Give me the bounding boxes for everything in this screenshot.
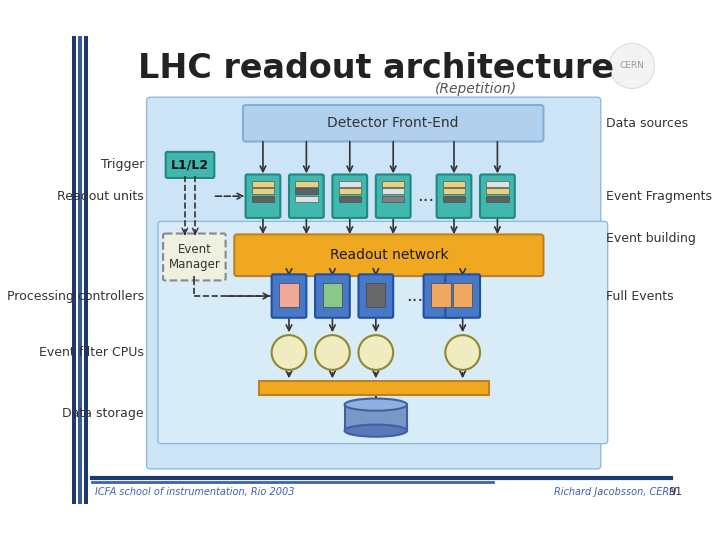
Text: ...: ...	[418, 187, 435, 205]
Ellipse shape	[345, 424, 407, 437]
Polygon shape	[78, 36, 82, 504]
Bar	[486, 196, 509, 202]
Text: LHC readout architecture: LHC readout architecture	[138, 52, 614, 85]
Bar	[338, 180, 361, 187]
Bar	[382, 196, 405, 202]
FancyBboxPatch shape	[436, 174, 472, 218]
Bar	[453, 283, 472, 307]
Text: Readout network: Readout network	[330, 248, 448, 262]
Text: CERN: CERN	[620, 62, 644, 70]
Polygon shape	[84, 36, 88, 504]
Bar	[338, 196, 361, 202]
Text: L1/L2: L1/L2	[171, 158, 209, 171]
FancyBboxPatch shape	[234, 234, 544, 276]
Bar	[252, 196, 274, 202]
FancyBboxPatch shape	[480, 174, 515, 218]
FancyBboxPatch shape	[315, 274, 350, 318]
Bar	[295, 188, 318, 194]
FancyBboxPatch shape	[246, 174, 280, 218]
Circle shape	[609, 43, 654, 89]
Text: Detector Front-End: Detector Front-End	[328, 116, 459, 130]
Bar	[443, 188, 465, 194]
Bar	[366, 283, 385, 307]
Bar	[382, 188, 405, 194]
Bar	[431, 283, 451, 307]
FancyBboxPatch shape	[423, 274, 459, 318]
Bar	[252, 180, 274, 187]
Polygon shape	[72, 36, 76, 504]
FancyBboxPatch shape	[289, 174, 324, 218]
FancyBboxPatch shape	[166, 152, 215, 178]
FancyBboxPatch shape	[333, 174, 367, 218]
FancyBboxPatch shape	[445, 274, 480, 318]
Text: Trigger: Trigger	[101, 158, 144, 171]
FancyBboxPatch shape	[163, 233, 225, 280]
Text: Readout units: Readout units	[57, 190, 144, 202]
FancyBboxPatch shape	[158, 221, 608, 444]
FancyBboxPatch shape	[243, 105, 544, 141]
Bar	[486, 188, 509, 194]
Bar	[295, 180, 318, 187]
Text: Data sources: Data sources	[606, 117, 688, 130]
FancyBboxPatch shape	[271, 274, 307, 318]
Bar	[382, 180, 405, 187]
Text: ICFA school of instrumentation, Rio 2003: ICFA school of instrumentation, Rio 2003	[95, 487, 295, 497]
FancyBboxPatch shape	[376, 174, 410, 218]
Text: Full Events: Full Events	[606, 289, 674, 302]
Ellipse shape	[345, 399, 407, 411]
Bar	[295, 196, 318, 202]
Text: Richard Jacobsson, CERN: Richard Jacobsson, CERN	[554, 487, 676, 497]
Bar	[323, 283, 342, 307]
FancyBboxPatch shape	[147, 97, 600, 469]
Text: Processing controllers: Processing controllers	[7, 289, 144, 302]
Bar	[279, 283, 299, 307]
Circle shape	[315, 335, 350, 370]
Text: Event
Manager: Event Manager	[168, 243, 220, 271]
Text: Data storage: Data storage	[63, 407, 144, 420]
Text: ...: ...	[406, 287, 423, 305]
Bar	[258, 381, 489, 395]
Circle shape	[359, 335, 393, 370]
Text: (Repetition): (Repetition)	[435, 83, 517, 96]
Bar	[338, 188, 361, 194]
FancyBboxPatch shape	[359, 274, 393, 318]
Bar	[443, 196, 465, 202]
Bar	[443, 180, 465, 187]
Text: Event building: Event building	[606, 232, 696, 245]
Text: Event Fragments: Event Fragments	[606, 190, 712, 202]
Bar	[252, 188, 274, 194]
Text: Event filter CPUs: Event filter CPUs	[39, 346, 144, 359]
Text: 91: 91	[668, 487, 683, 497]
Bar	[486, 180, 509, 187]
Bar	[345, 404, 407, 431]
Circle shape	[445, 335, 480, 370]
Circle shape	[271, 335, 307, 370]
